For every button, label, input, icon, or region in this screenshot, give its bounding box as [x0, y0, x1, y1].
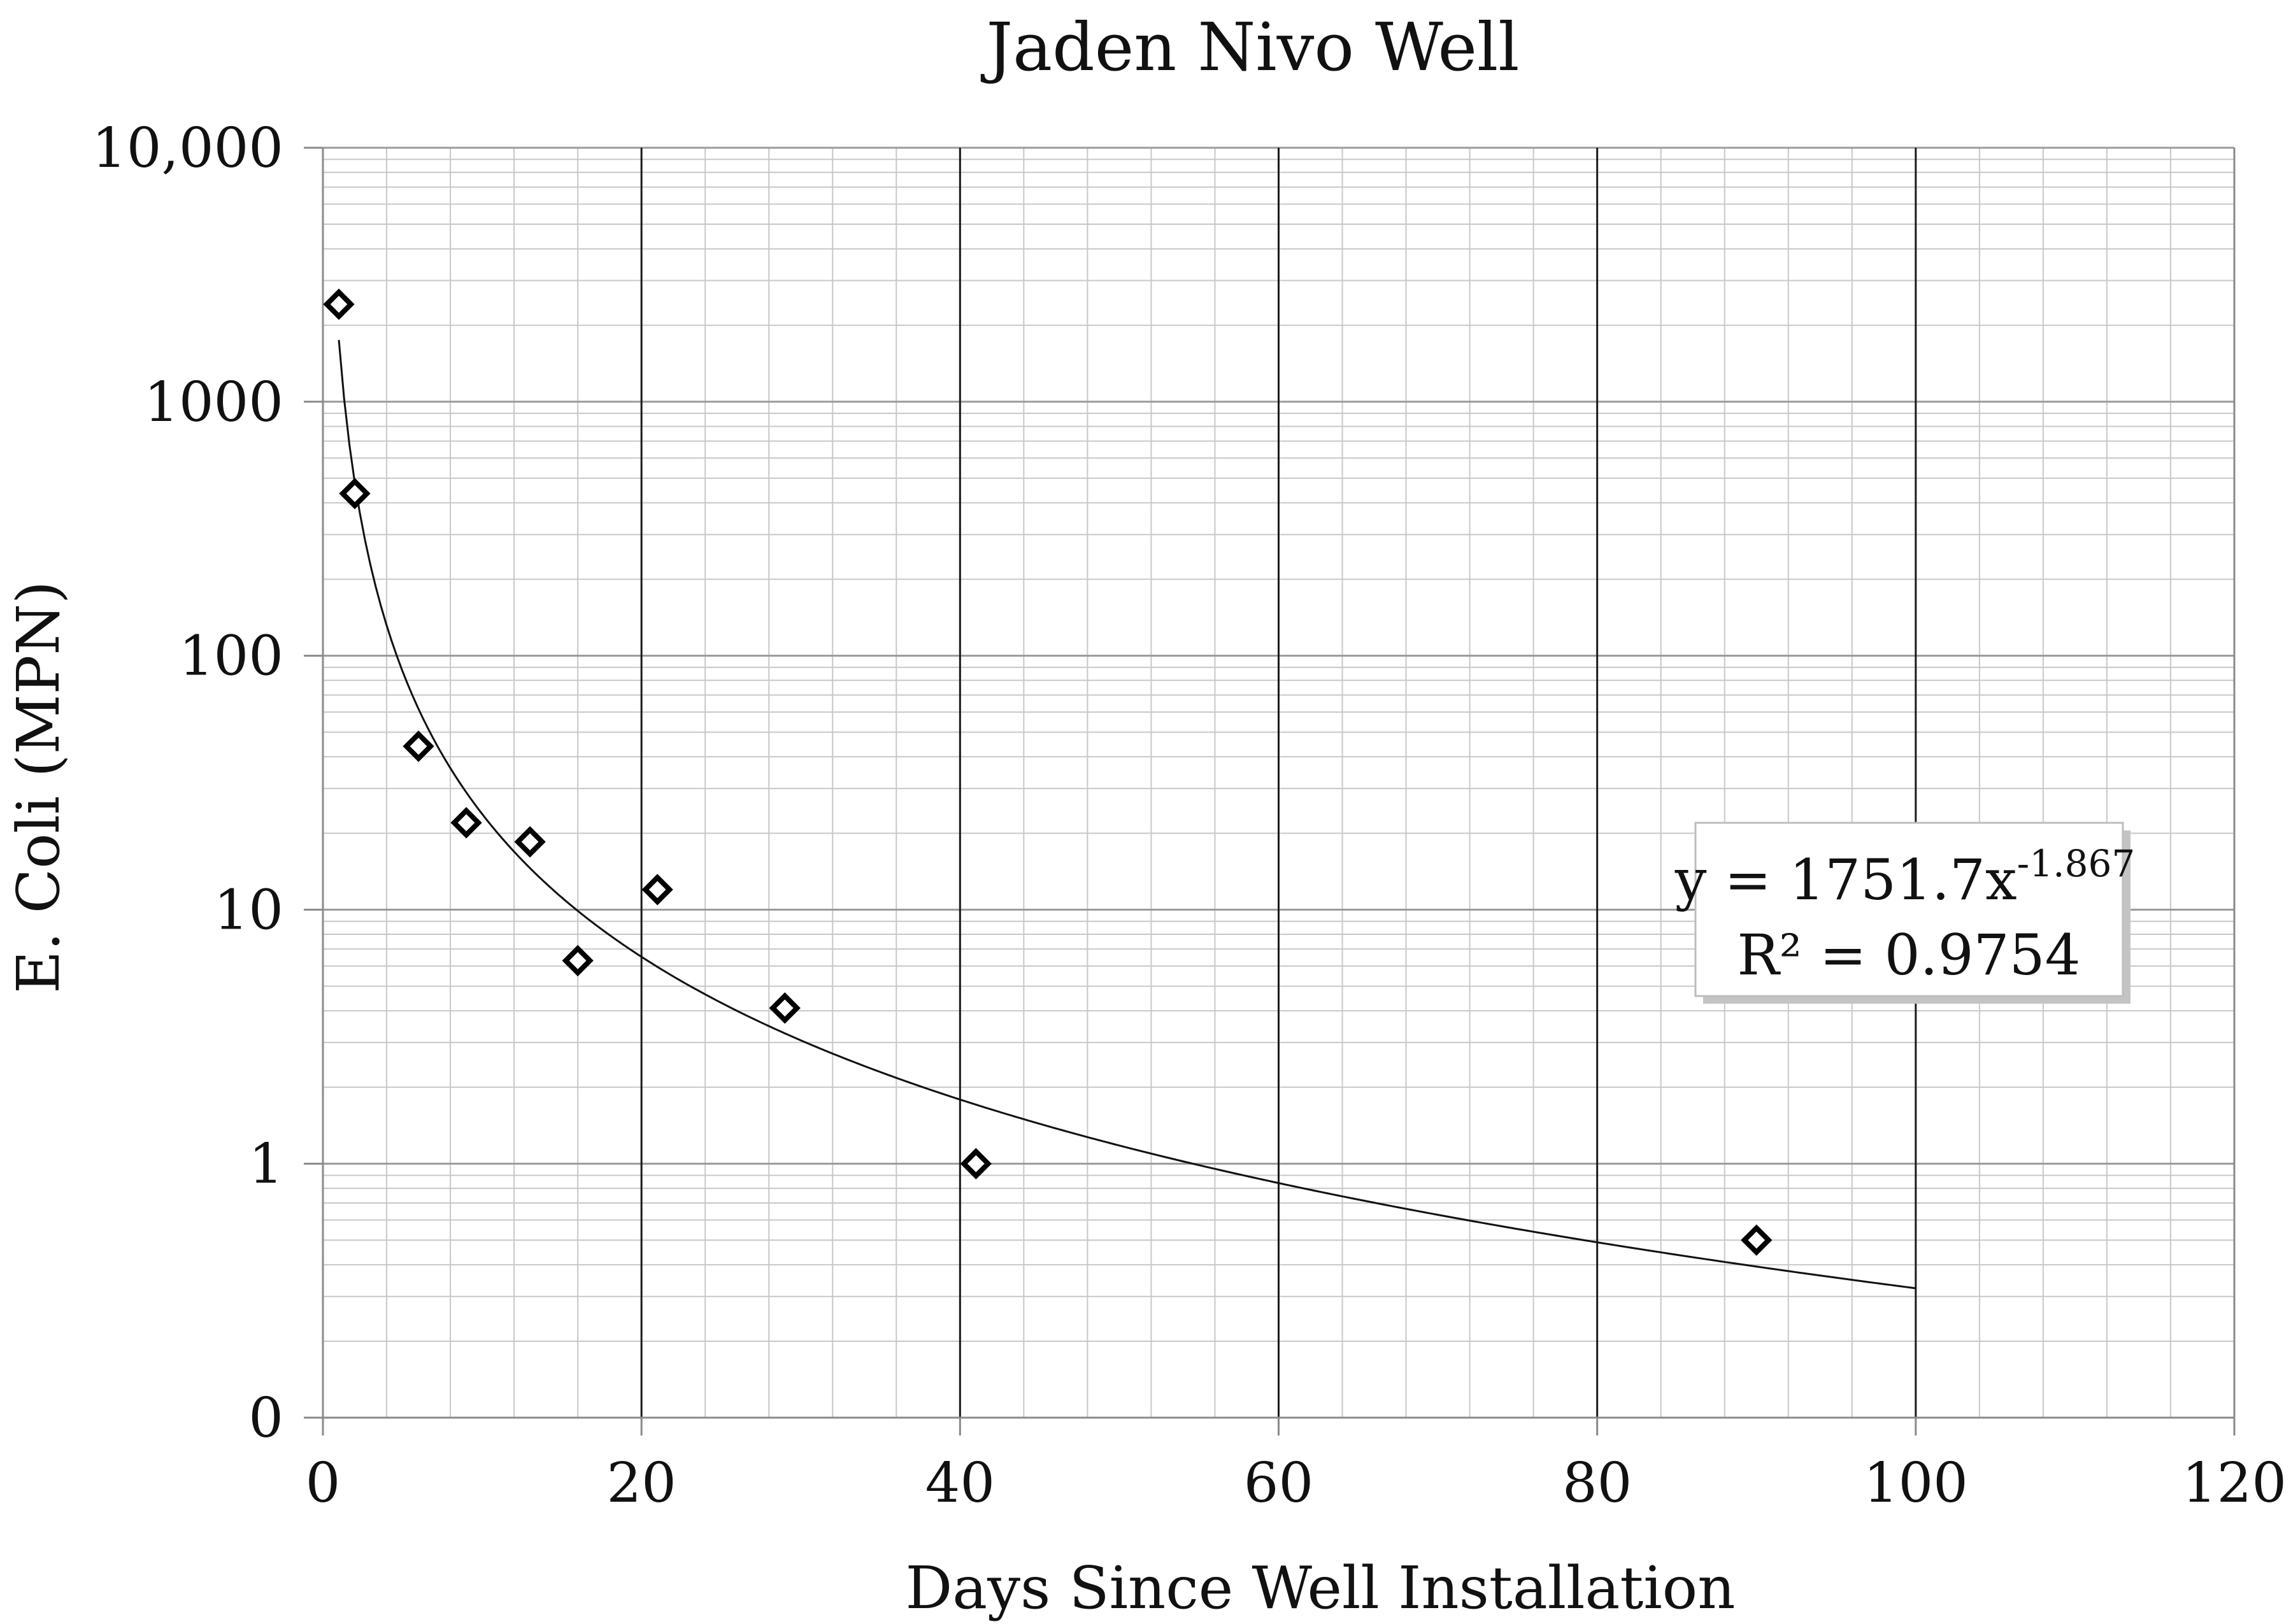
- y-axis-title: E. Coli (MPN): [4, 581, 73, 994]
- data-point: [403, 730, 434, 762]
- x-tick-label: 40: [925, 1451, 995, 1515]
- r-squared-label: R² = 0.9754: [1737, 922, 2080, 988]
- data-point: [641, 874, 673, 906]
- equation-box: [1694, 822, 2124, 997]
- data-point: [339, 478, 371, 509]
- trendline: [338, 339, 1916, 1290]
- y-tick-label: 0: [248, 1386, 283, 1450]
- trendline-layer: [338, 339, 1916, 1290]
- data-point: [769, 992, 801, 1024]
- data-point: [323, 288, 355, 320]
- y-tick-label: 100: [179, 625, 283, 688]
- x-axis-title: Days Since Well Installation: [906, 1554, 1736, 1622]
- y-tick-label: 10: [214, 878, 283, 942]
- x-tick-label: 120: [2182, 1451, 2287, 1515]
- x-tick-label: 60: [1244, 1451, 1313, 1515]
- trendline-equation-box: y = 1751.7x-1.867 R² = 0.9754: [1674, 822, 2136, 1004]
- x-tick-label: 80: [1562, 1451, 1632, 1515]
- trendline-equation: y = 1751.7x-1.867: [1674, 842, 2136, 913]
- tick-labels: 0 20 40 60 80 100 120 0 1 10 100 1000 10,000: [92, 117, 2287, 1515]
- data-point: [514, 826, 546, 858]
- data-point: [450, 807, 482, 839]
- data-point: [960, 1148, 992, 1179]
- y-tick-label: 10,000: [92, 117, 283, 180]
- data-points: [323, 288, 1773, 1256]
- y-tick-label: 1000: [144, 371, 283, 434]
- trendline-equation-base: y = 1751.7x: [1674, 847, 2017, 913]
- trendline-equation-exponent: -1.867: [2017, 842, 2136, 885]
- data-point: [562, 944, 594, 977]
- chart-title: Jaden Nivo Well: [980, 8, 1519, 86]
- grid: [304, 146, 2236, 1435]
- x-tick-label: 20: [606, 1451, 676, 1515]
- x-tick-label: 0: [306, 1451, 341, 1515]
- x-tick-label: 100: [1864, 1451, 1968, 1515]
- data-point: [1741, 1224, 1773, 1256]
- y-tick-label: 1: [248, 1132, 283, 1196]
